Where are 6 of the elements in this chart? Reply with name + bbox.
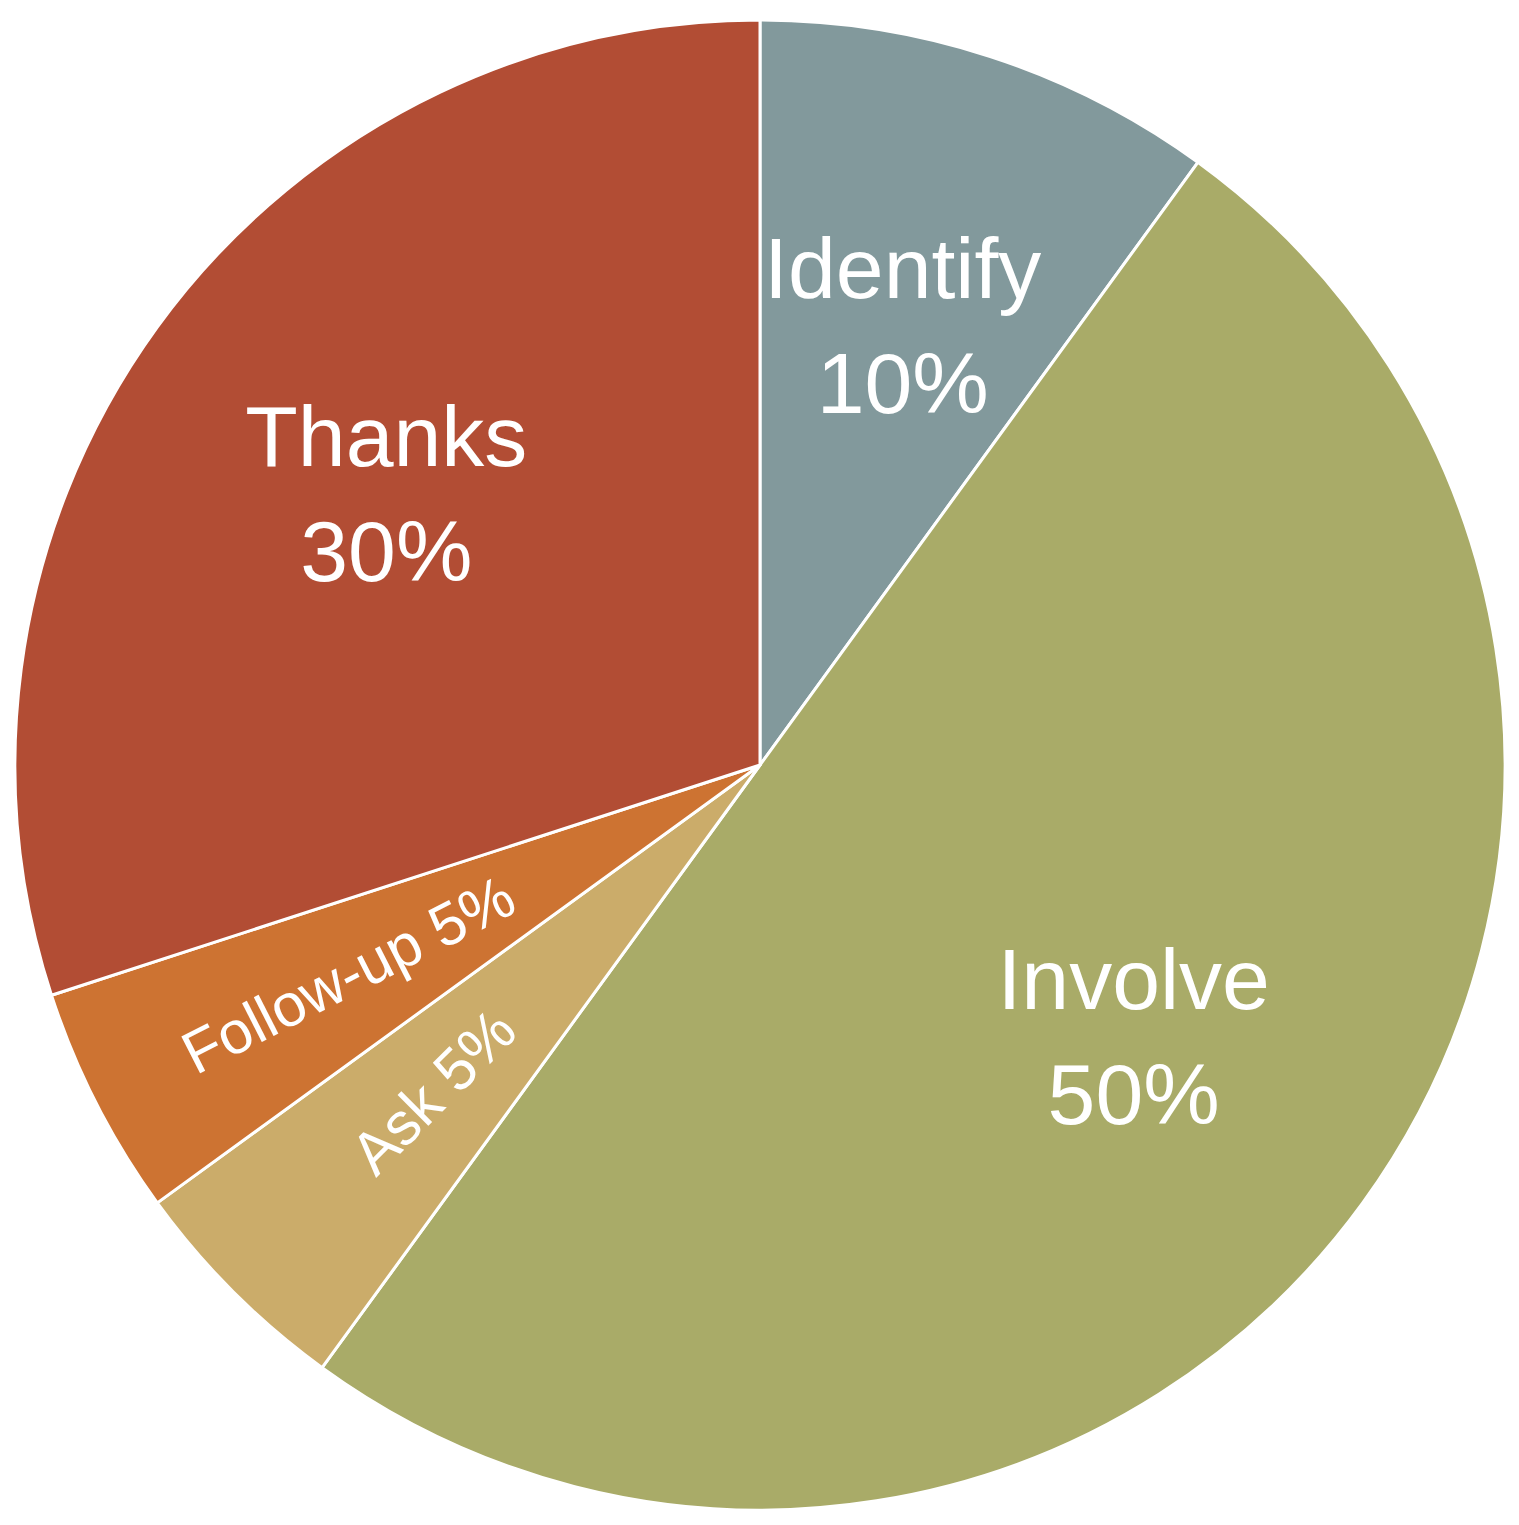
data-label: 50% [1047, 1046, 1220, 1142]
data-label: 10% [816, 335, 989, 432]
slice-label: Involve [997, 931, 1270, 1027]
slice-label: Identify [764, 220, 1042, 317]
data-label: 30% [300, 503, 473, 599]
slice-label: Thanks [245, 388, 528, 484]
